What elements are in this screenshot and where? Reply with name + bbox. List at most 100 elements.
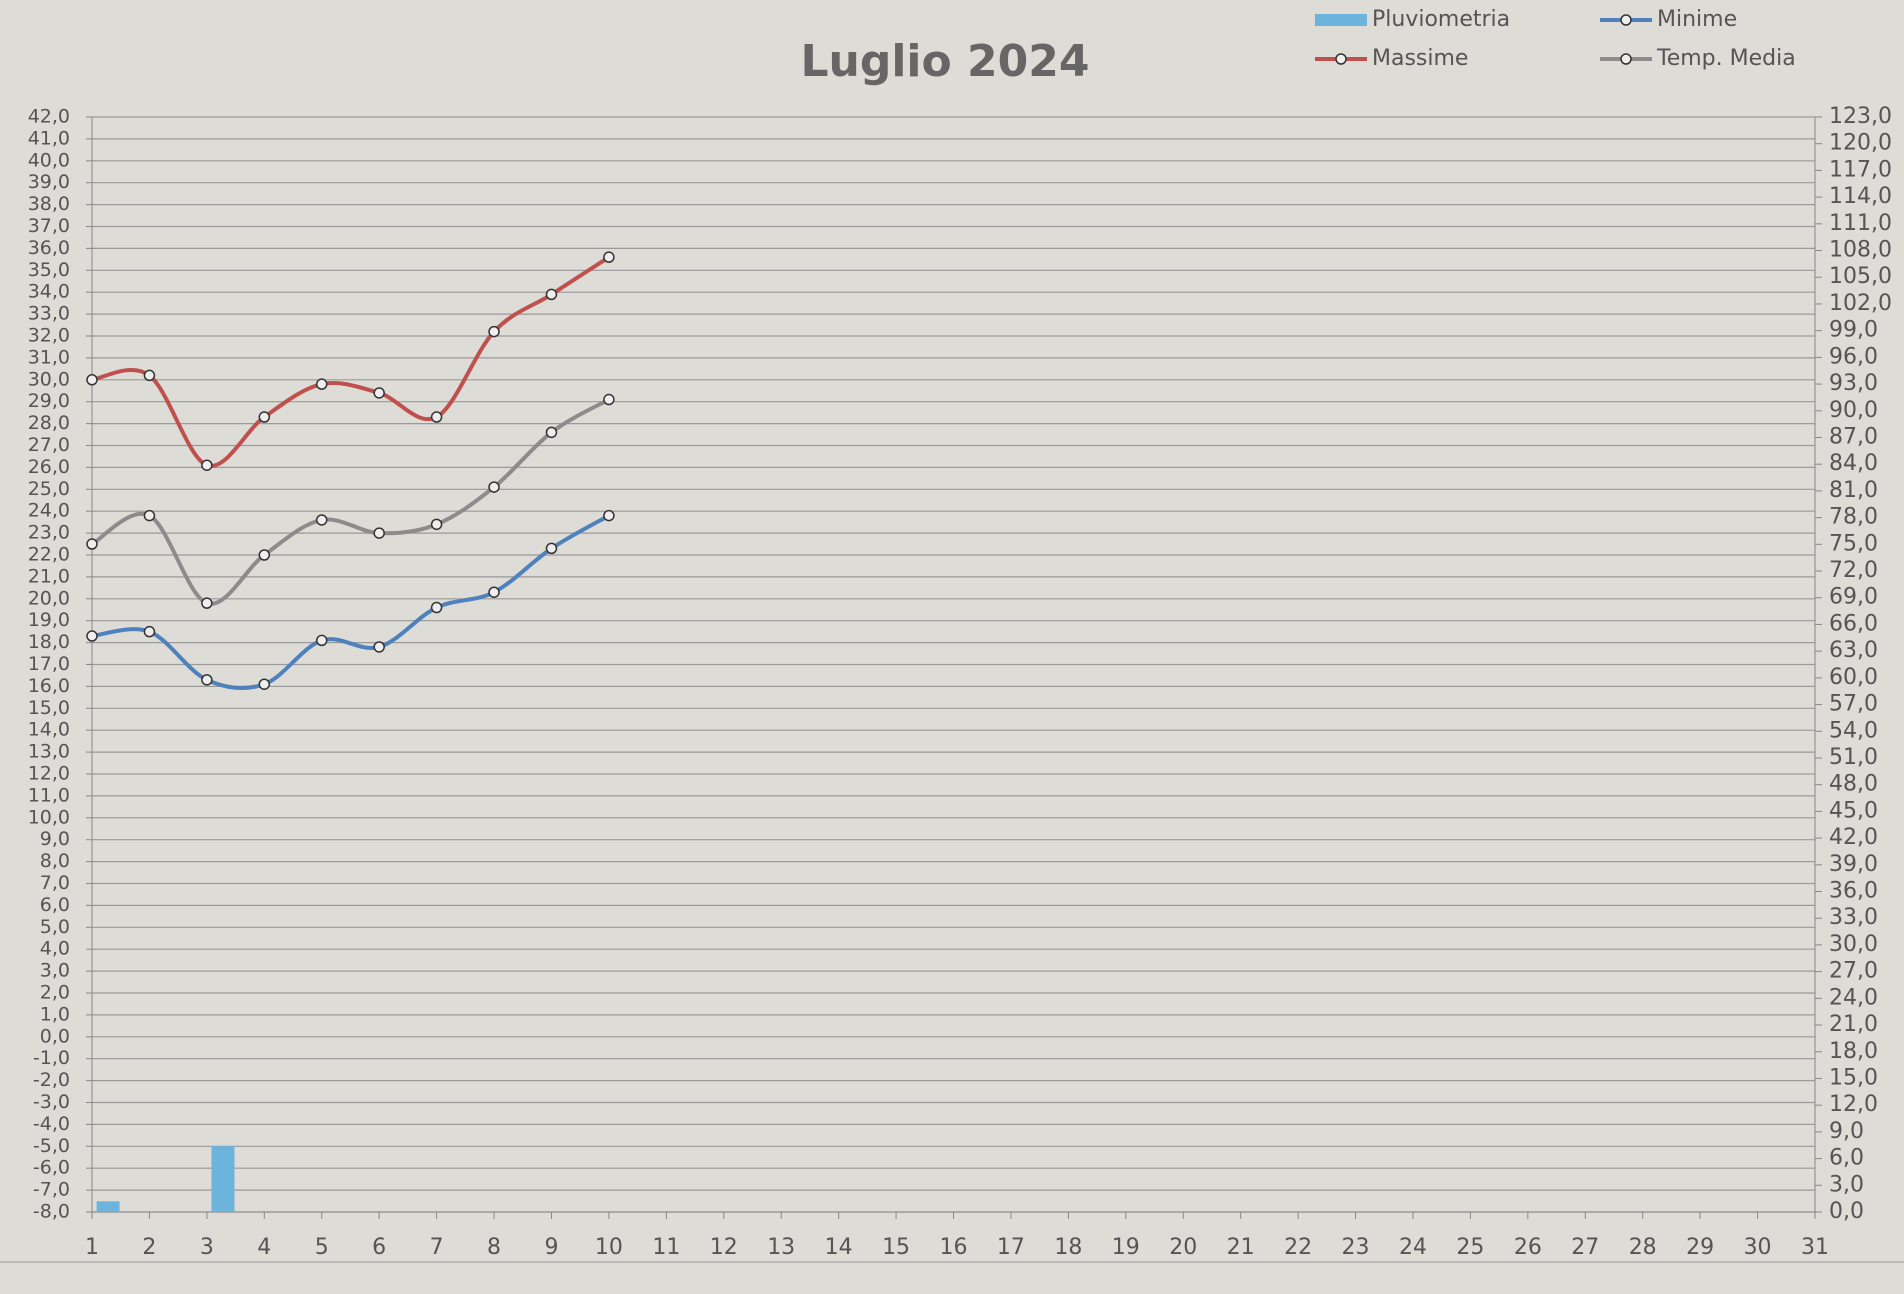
x-tick-label: 17 bbox=[997, 1235, 1025, 1260]
point bbox=[430, 411, 443, 423]
x-tick-label: 7 bbox=[430, 1235, 444, 1260]
y-tick-label: 37,0 bbox=[28, 215, 70, 237]
y2-tick-label: 9,0 bbox=[1829, 1119, 1864, 1144]
legend-marker bbox=[1620, 14, 1632, 26]
point bbox=[488, 481, 500, 493]
point bbox=[201, 674, 213, 686]
y2-tick-label: 57,0 bbox=[1829, 692, 1878, 717]
y-tick-label: 15,0 bbox=[28, 697, 70, 719]
y-tick-label: 12,0 bbox=[28, 763, 70, 785]
y-tick-label: 27,0 bbox=[28, 434, 70, 456]
y-tick-label: -8,0 bbox=[33, 1201, 70, 1223]
y-tick-label: 20,0 bbox=[28, 587, 70, 609]
x-tick-label: 5 bbox=[315, 1235, 329, 1260]
y-tick-label: 19,0 bbox=[28, 609, 70, 631]
point bbox=[603, 509, 615, 522]
x-tick-label: 2 bbox=[142, 1235, 156, 1260]
y-tick-label: -5,0 bbox=[33, 1135, 70, 1157]
y-tick-label: -1,0 bbox=[33, 1047, 70, 1069]
y-tick-label: 8,0 bbox=[40, 850, 70, 872]
y2-tick-label: 114,0 bbox=[1829, 184, 1892, 209]
x-tick-label: 25 bbox=[1456, 1235, 1484, 1260]
y-tick-label: 32,0 bbox=[28, 325, 70, 347]
y2-tick-label: 72,0 bbox=[1829, 558, 1878, 583]
y2-tick-label: 6,0 bbox=[1829, 1146, 1864, 1171]
y2-tick-label: 102,0 bbox=[1829, 291, 1892, 316]
y2-tick-label: 3,0 bbox=[1829, 1172, 1864, 1197]
point bbox=[603, 393, 615, 406]
point bbox=[315, 378, 328, 390]
y2-tick-label: 60,0 bbox=[1829, 665, 1878, 690]
y2-tick-label: 96,0 bbox=[1829, 344, 1878, 369]
y2-tick-label: 63,0 bbox=[1829, 638, 1878, 663]
x-tick-label: 14 bbox=[825, 1235, 853, 1260]
y2-tick-label: 75,0 bbox=[1829, 531, 1878, 556]
y2-tick-label: 93,0 bbox=[1829, 371, 1878, 396]
y-tick-label: 22,0 bbox=[28, 544, 70, 566]
y-tick-label: 42,0 bbox=[28, 106, 70, 128]
legend-label: Massime bbox=[1372, 46, 1468, 71]
y2-tick-label: 21,0 bbox=[1829, 1012, 1878, 1037]
point bbox=[545, 426, 558, 439]
y2-tick-label: 45,0 bbox=[1829, 798, 1878, 823]
y-tick-label: 28,0 bbox=[28, 412, 70, 434]
y2-tick-label: 99,0 bbox=[1829, 318, 1878, 343]
y2-tick-label: 105,0 bbox=[1829, 264, 1892, 289]
legend-swatch bbox=[1315, 14, 1367, 26]
x-tick-label: 11 bbox=[652, 1235, 680, 1260]
x-tick-label: 9 bbox=[544, 1235, 558, 1260]
y2-tick-label: 84,0 bbox=[1829, 451, 1878, 476]
y-tick-label: 3,0 bbox=[40, 960, 70, 982]
point bbox=[143, 625, 156, 638]
legend-label: Pluviometria bbox=[1372, 7, 1510, 32]
y-tick-label: -3,0 bbox=[33, 1091, 70, 1113]
x-tick-label: 10 bbox=[595, 1235, 623, 1260]
x-tick-label: 15 bbox=[882, 1235, 910, 1260]
point bbox=[86, 538, 98, 550]
y2-tick-label: 27,0 bbox=[1829, 959, 1878, 984]
y2-tick-label: 87,0 bbox=[1829, 424, 1878, 449]
point bbox=[315, 514, 328, 526]
y2-tick-label: 51,0 bbox=[1829, 745, 1878, 770]
y-tick-label: 5,0 bbox=[40, 916, 70, 938]
y2-tick-label: 48,0 bbox=[1829, 772, 1878, 797]
y2-tick-label: 120,0 bbox=[1829, 131, 1892, 156]
point bbox=[315, 634, 328, 647]
y-tick-label: 1,0 bbox=[40, 1003, 70, 1025]
y-tick-label: 36,0 bbox=[28, 237, 70, 259]
y2-tick-label: 123,0 bbox=[1829, 104, 1892, 129]
point bbox=[201, 459, 213, 471]
point bbox=[373, 387, 385, 399]
y-tick-label: -7,0 bbox=[33, 1179, 70, 1201]
y-tick-label: 18,0 bbox=[28, 631, 70, 653]
point bbox=[373, 527, 385, 539]
y-tick-label: 31,0 bbox=[28, 346, 70, 368]
y-tick-label: 2,0 bbox=[40, 982, 70, 1004]
x-tick-label: 31 bbox=[1801, 1235, 1829, 1260]
y-tick-label: 6,0 bbox=[40, 894, 70, 916]
y-tick-label: -4,0 bbox=[33, 1113, 70, 1135]
y-tick-label: 16,0 bbox=[28, 675, 70, 697]
y-tick-label: 11,0 bbox=[28, 784, 70, 806]
y2-tick-label: 24,0 bbox=[1829, 985, 1878, 1010]
y2-tick-label: 36,0 bbox=[1829, 879, 1878, 904]
y2-tick-label: 12,0 bbox=[1829, 1092, 1878, 1117]
x-tick-label: 21 bbox=[1227, 1235, 1255, 1260]
y2-tick-label: 33,0 bbox=[1829, 905, 1878, 930]
y-tick-label: 26,0 bbox=[28, 456, 70, 478]
point bbox=[603, 251, 615, 263]
y-tick-label: 33,0 bbox=[28, 303, 70, 325]
y2-tick-label: 81,0 bbox=[1829, 478, 1878, 503]
y-tick-label: 17,0 bbox=[28, 653, 70, 675]
x-tick-label: 28 bbox=[1629, 1235, 1657, 1260]
x-tick-label: 22 bbox=[1284, 1235, 1312, 1260]
y2-tick-label: 111,0 bbox=[1829, 211, 1892, 236]
x-tick-label: 13 bbox=[767, 1235, 795, 1260]
y-tick-label: 35,0 bbox=[28, 259, 70, 281]
x-tick-label: 1 bbox=[85, 1235, 99, 1260]
y-tick-label: -6,0 bbox=[33, 1157, 70, 1179]
x-tick-label: 16 bbox=[940, 1235, 968, 1260]
x-tick-label: 20 bbox=[1169, 1235, 1197, 1260]
x-tick-label: 19 bbox=[1112, 1235, 1140, 1260]
